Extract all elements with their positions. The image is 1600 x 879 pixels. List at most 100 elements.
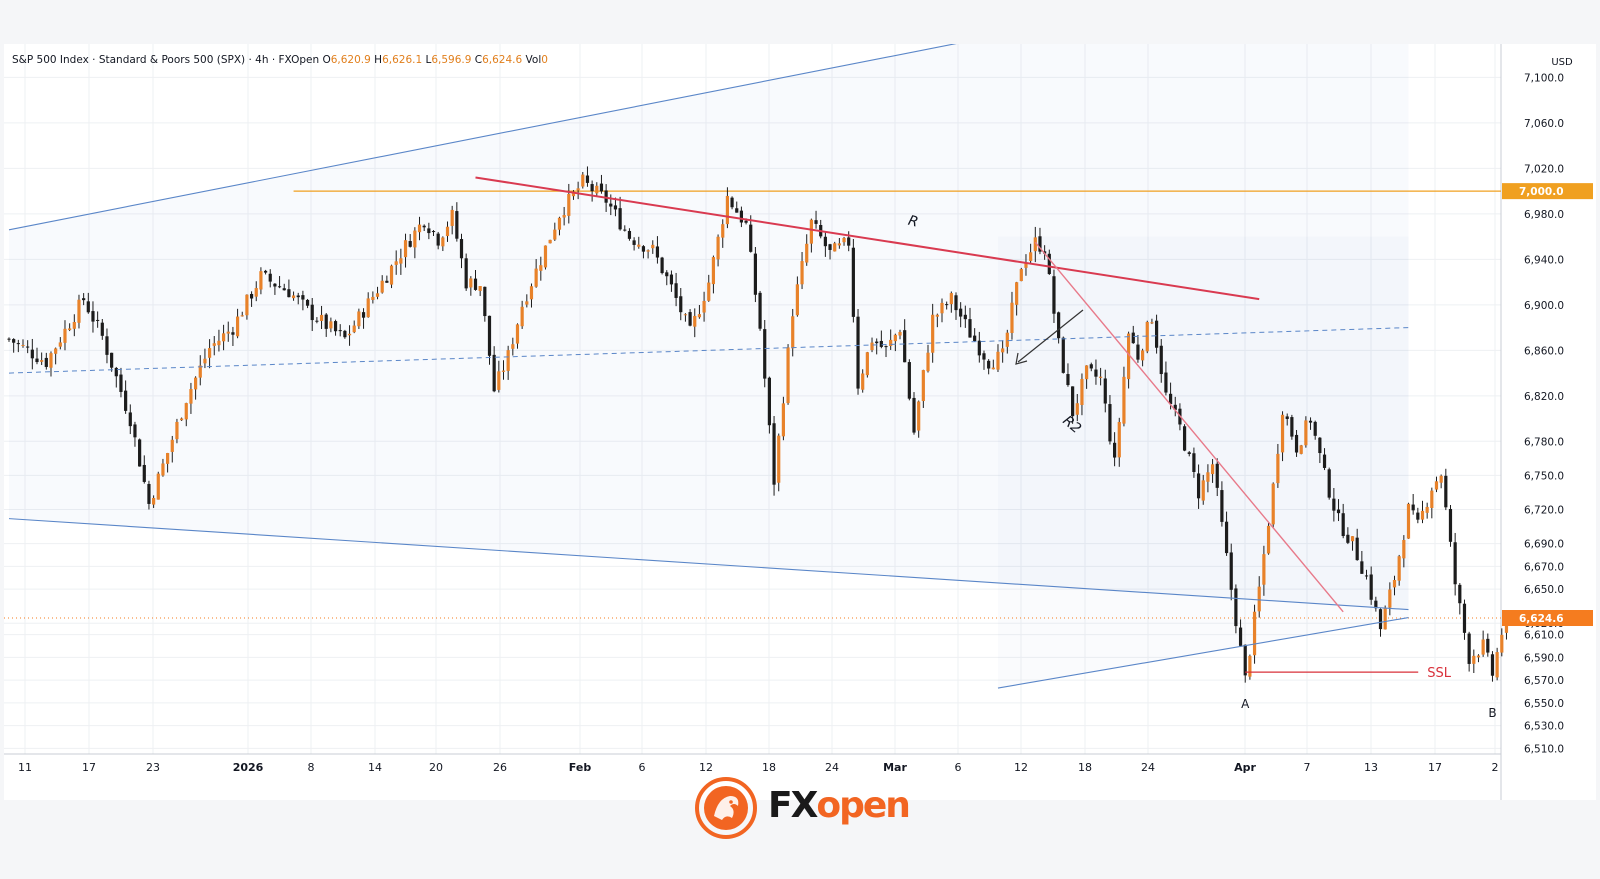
candle-body (870, 342, 874, 351)
candle-body (1136, 344, 1140, 360)
candle-body (562, 215, 566, 218)
candle-body (1462, 603, 1467, 633)
candle-body (469, 278, 473, 288)
candle-body (63, 328, 67, 343)
x-tick-label: 24 (1141, 761, 1155, 774)
candle-body (277, 286, 282, 288)
volume-label: Vol (525, 54, 542, 66)
candle-body (1322, 454, 1327, 468)
support-trendline (997, 617, 1409, 689)
candle-body (21, 344, 25, 346)
candle-body (1411, 504, 1415, 511)
candle-body (1243, 644, 1247, 676)
low-label: L (425, 54, 432, 66)
candle-body (1397, 556, 1401, 581)
candle-body (301, 295, 305, 300)
candle-body (329, 321, 333, 329)
candle-body (730, 197, 734, 208)
candle-body (198, 365, 202, 378)
candle-body (809, 219, 813, 244)
candle-body (1061, 337, 1065, 373)
candle-body (637, 244, 641, 247)
candle-body (1360, 561, 1364, 574)
y-tick-label: 7,020.0 (1524, 163, 1564, 175)
y-tick-label: 7,100.0 (1524, 72, 1564, 84)
candle-body (1224, 521, 1229, 554)
candle-body (931, 314, 935, 353)
candle-body (1434, 481, 1439, 490)
y-tick-label: 6,940.0 (1524, 254, 1564, 266)
candle-body (945, 304, 949, 306)
candle-body (305, 299, 310, 306)
candle-body (12, 339, 16, 343)
candle-body (875, 341, 879, 344)
candle-body (1500, 634, 1504, 653)
candle-body (492, 354, 496, 392)
chart-panel[interactable]: 11 17 23 2026 8 14 20 26 Feb 6 12 18 24 Mar 6 12 18 24 Apr… (4, 44, 1596, 800)
candle-body (791, 316, 795, 349)
candle-body (203, 358, 207, 364)
high-value: 6,626.1 (382, 54, 423, 66)
instrument-name: S&P 500 Index · Standard & Poors 500 (SP… (12, 54, 320, 66)
candle-body (483, 286, 487, 317)
x-tick-label: 24 (825, 761, 839, 774)
close-value: 6,624.6 (482, 54, 523, 66)
x-tick-label: 14 (368, 761, 382, 774)
candle-body (49, 353, 53, 368)
candle-body (655, 246, 660, 258)
candle-body (697, 314, 702, 318)
candle-body (982, 353, 986, 360)
currency-button[interactable]: USD (1551, 57, 1573, 68)
candle-body (68, 328, 72, 331)
candle-body (1308, 420, 1313, 423)
candle-body (1262, 554, 1266, 585)
candle-body (1374, 600, 1378, 609)
candle-body (777, 435, 781, 483)
last-price-tag-text: 6,624.6 (1519, 613, 1564, 625)
candle-body (417, 224, 422, 233)
fxopen-wordmark: FXopen (768, 785, 911, 826)
candle-body (781, 403, 785, 437)
candle-body (389, 265, 394, 285)
y-tick-label: 6,900.0 (1524, 300, 1564, 312)
price-chart[interactable]: 11 17 23 2026 8 14 20 26 Feb 6 12 18 24 Mar 6 12 18 24 Apr… (4, 44, 1596, 800)
x-tick-label: Apr (1234, 761, 1256, 774)
candle-body (161, 463, 165, 476)
candle-body (110, 352, 114, 368)
candle-body (758, 292, 762, 329)
candle-body (1033, 237, 1037, 252)
last-price-tag-bg (1502, 610, 1593, 627)
candle-body (263, 270, 268, 273)
candle-body (445, 226, 450, 237)
candle-body (959, 308, 963, 317)
x-tick-label: 8 (308, 761, 315, 774)
candle-body (1005, 332, 1009, 347)
candle-body (166, 453, 170, 464)
candle-body (977, 340, 981, 356)
candle-body (315, 320, 319, 322)
candle-body (1416, 512, 1420, 520)
label-R: R (906, 213, 920, 231)
candle-body (497, 371, 501, 390)
x-tick-label: 2026 (233, 761, 264, 774)
candle-body (380, 280, 384, 293)
candle-body (235, 316, 240, 337)
candle-body (548, 239, 552, 244)
x-tick-label: 18 (762, 761, 776, 774)
candle-body (604, 190, 608, 203)
candle-body (693, 315, 697, 327)
y-tick-label: 6,610.0 (1524, 630, 1564, 642)
candle-body (539, 265, 543, 271)
candle-body (921, 370, 925, 402)
candle-body (1490, 654, 1495, 676)
candle-body (296, 295, 300, 298)
candle-body (1248, 655, 1252, 677)
candle-body (1448, 508, 1453, 542)
candle-body (590, 184, 594, 192)
candle-body (1341, 513, 1345, 537)
candle-body (557, 217, 562, 230)
candle-body (1439, 475, 1443, 483)
label-point-B: B (1488, 706, 1496, 720)
candle-body (487, 315, 492, 356)
candle-body (805, 243, 809, 263)
